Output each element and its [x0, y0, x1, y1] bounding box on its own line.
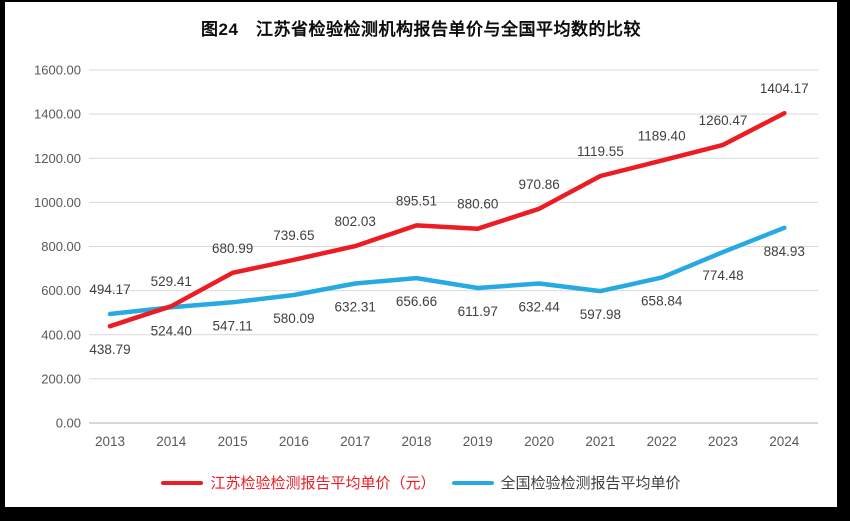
legend-label-national: 全国检验检测报告平均单价	[500, 475, 681, 492]
data-label: 895.51	[396, 193, 437, 208]
x-axis-tick-label: 2024	[769, 434, 800, 449]
y-axis-tick-label: 200.00	[41, 371, 81, 386]
data-label: 656.66	[396, 294, 437, 309]
y-axis-tick-label: 1000.00	[34, 195, 81, 210]
x-axis-tick-label: 2022	[647, 434, 677, 449]
data-label: 739.65	[273, 228, 314, 243]
data-label: 880.60	[457, 197, 498, 212]
data-label: 597.98	[580, 307, 621, 322]
data-label: 438.79	[89, 342, 130, 357]
x-axis-tick-label: 2014	[156, 434, 187, 449]
x-axis-tick-label: 2021	[585, 434, 615, 449]
series-line	[107, 110, 787, 329]
data-label: 802.03	[335, 214, 376, 229]
data-label: 680.99	[212, 241, 253, 256]
data-label: 632.44	[518, 299, 560, 314]
legend: 江苏检验检测报告平均单价（元） 全国检验检测报告平均单价	[5, 472, 837, 493]
chart-panel: 图24 江苏省检验检测机构报告单价与全国平均数的比较 0.00 200.00 400…	[5, 2, 837, 507]
line-chart-canvas: 0.00 200.00 400.00 600.00 800.00 1000.00 1200.…	[34, 63, 818, 449]
y-axis-tick-label: 600.00	[41, 283, 81, 298]
y-axis-tick-label: 0.00	[56, 416, 81, 431]
data-label: 580.09	[273, 311, 314, 326]
data-label: 884.93	[764, 244, 805, 259]
x-axis-tick-label: 2023	[708, 434, 738, 449]
x-axis-tick-label: 2020	[524, 434, 554, 449]
data-label: 1404.17	[760, 81, 809, 96]
data-label: 1119.55	[577, 144, 624, 159]
chart-title: 图24 江苏省检验检测机构报告单价与全国平均数的比较	[201, 20, 641, 39]
data-label: 547.11	[212, 318, 252, 333]
legend-line-swatch-jiangsu	[161, 480, 204, 485]
y-axis-tick-label: 1600.00	[34, 63, 81, 78]
data-label: 774.48	[702, 268, 743, 283]
data-label: 524.40	[151, 323, 192, 338]
data-label: 970.86	[518, 177, 559, 192]
series-line	[107, 225, 787, 317]
x-axis-tick-label: 2013	[95, 434, 125, 449]
legend-label-jiangsu: 江苏检验检测报告平均单价（元）	[210, 475, 436, 492]
data-label: 1260.47	[699, 113, 748, 128]
x-axis-tick-label: 2015	[218, 434, 248, 449]
data-label: 494.17	[89, 282, 130, 297]
x-axis-tick-label: 2017	[340, 434, 370, 449]
y-axis-tick-label: 1200.00	[34, 151, 81, 166]
x-axis-tick-label: 2019	[463, 434, 493, 449]
data-label: 611.97	[458, 304, 498, 319]
y-axis-tick-label: 400.00	[41, 327, 81, 342]
y-axis-tick-label: 1400.00	[34, 107, 81, 122]
x-axis-tick-label: 2018	[401, 434, 431, 449]
data-label: 632.31	[335, 299, 376, 314]
legend-line-swatch-national	[451, 480, 494, 485]
data-label: 658.84	[641, 294, 683, 309]
data-label: 529.41	[151, 274, 192, 289]
x-axis-tick-label: 2016	[279, 434, 309, 449]
data-label: 1189.40	[638, 129, 686, 144]
y-axis-tick-label: 800.00	[41, 239, 81, 254]
